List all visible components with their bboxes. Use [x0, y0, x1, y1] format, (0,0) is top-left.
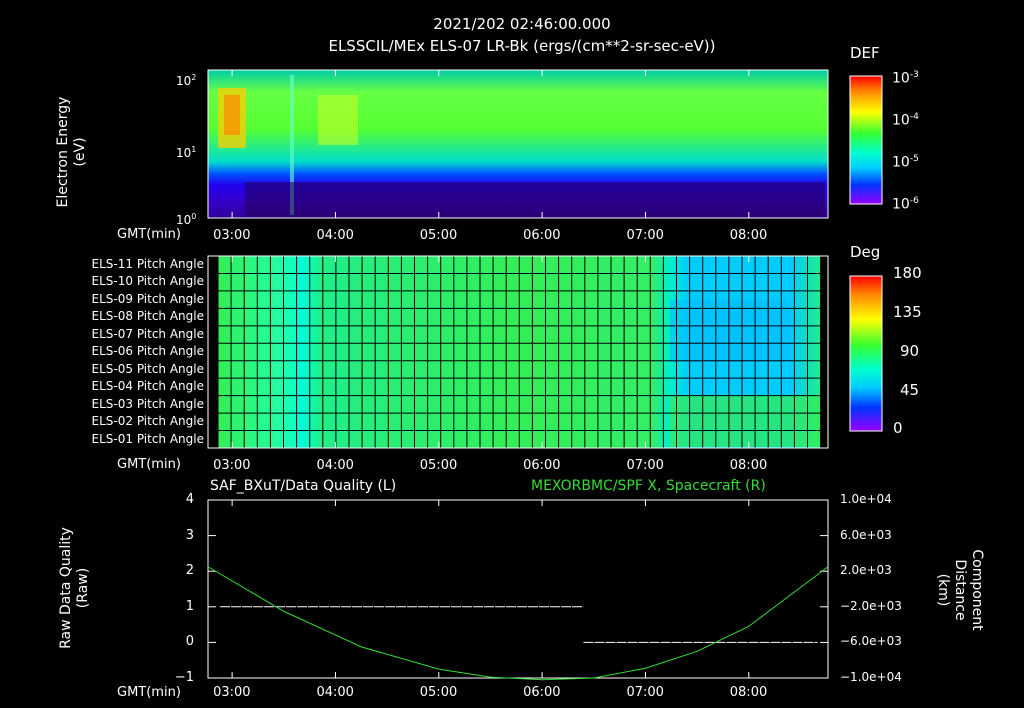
time-tick-label: 07:00: [626, 685, 664, 700]
spectrogram-yellow-patch: [318, 95, 358, 145]
deg-colorbar: [849, 275, 883, 432]
deg-tick-180: 180: [893, 264, 922, 282]
def-tick-3: 10-6: [892, 196, 919, 213]
spectrogram-cyan-streak: [290, 75, 294, 215]
def-tick-2: 10-5: [892, 154, 919, 171]
spec-ytick-2: 102: [176, 73, 197, 88]
time-tick-label: 07:00: [626, 458, 664, 473]
spectrogram-hot-core: [224, 95, 240, 135]
distance-ytick-label: 1.0e+04: [840, 492, 892, 506]
pitch-row-label: ELS-06 Pitch Angle: [91, 344, 204, 359]
deg-colorbar-title: Deg: [850, 243, 881, 261]
spectrogram-ylabel: Electron Energy (eV): [55, 87, 95, 217]
line-panel: [207, 499, 829, 681]
pitch-row-label: ELS-05 Pitch Angle: [91, 361, 204, 376]
deg-tick-135: 135: [893, 303, 922, 321]
pitch-row-label: ELS-01 Pitch Angle: [91, 431, 204, 446]
spectrogram-panel: [207, 69, 829, 219]
quality-ytick-label: −1: [174, 670, 194, 685]
pitch-row-label: ELS-04 Pitch Angle: [91, 379, 204, 394]
quality-ylabel-line1: Raw Data Quality: [58, 527, 74, 649]
time-tick-label: 03:00: [213, 458, 251, 473]
time-tick-label: 06:00: [523, 458, 561, 473]
pitch-row-label: ELS-03 Pitch Angle: [91, 396, 204, 411]
distance-ytick-label: −2.0e+03: [840, 598, 902, 613]
line-ticks: [208, 499, 828, 679]
pitch-blue-region: [670, 300, 790, 362]
pitch-row-label: ELS-02 Pitch Angle: [91, 414, 204, 429]
quality-ytick-label: 4: [185, 492, 194, 507]
quality-ytick-label: 2: [185, 563, 194, 579]
time-tick-label: 06:00: [523, 228, 561, 243]
time-tick-label: 03:00: [213, 685, 251, 700]
spectrogram-ylabel-line2: (eV): [72, 137, 88, 167]
spacecraft-x-line: [207, 566, 829, 681]
deg-tick-45: 45: [900, 381, 920, 399]
header-product: ELSSCIL/MEx ELS-07 LR-Bk (ergs/(cm**2-sr…: [328, 37, 716, 55]
pitch-frame: [207, 255, 829, 449]
spec-ytick-1: 101: [176, 145, 197, 160]
distance-ytick-label: 6.0e+03: [840, 527, 892, 542]
time-axis-label-1: GMT(min): [117, 227, 181, 242]
pitch-row-label: ELS-11 Pitch Angle: [91, 257, 204, 271]
pitch-grid: [217, 256, 822, 448]
line-right-title: MEXORBMC/SPF X, Spacecraft (R): [531, 478, 766, 494]
distance-ytick-label: −6.0e+03: [840, 634, 902, 649]
pitch-green-lower-region: [670, 395, 820, 447]
time-tick-label: 07:00: [626, 228, 664, 243]
line-left-title: SAF_BXuT/Data Quality (L): [210, 478, 397, 494]
spectrogram-ticks: [231, 70, 750, 218]
spec-ytick-0: 100: [176, 212, 197, 227]
distance-ytick-label: −1.0e+04: [840, 670, 902, 684]
header-datetime: 2021/202 02:46:00.000: [433, 15, 611, 33]
def-colorbar-title: DEF: [850, 44, 880, 62]
quality-ytick-label: 0: [185, 634, 194, 650]
time-tick-label: 05:00: [419, 458, 458, 473]
def-tick-0: 10-3: [892, 70, 919, 87]
quality-ylabel: Raw Data Quality (Raw): [58, 523, 98, 653]
pitch-row-label: ELS-08 Pitch Angle: [91, 309, 204, 324]
quality-ytick-label: 1: [185, 598, 194, 614]
time-axis-label-3: GMT(min): [117, 685, 181, 700]
time-tick-label: 08:00: [729, 228, 768, 243]
distance-ylabel: Component Distance (km): [935, 520, 985, 660]
quality-ytick-label: 3: [185, 527, 194, 543]
distance-ytick-label: 2.0e+03: [840, 563, 892, 578]
def-colorbar: [849, 75, 883, 205]
spectrogram-frame: [207, 69, 829, 219]
spectrogram-ylabel-line1: Electron Energy: [55, 96, 71, 208]
time-axis-label-2: GMT(min): [117, 457, 181, 472]
time-tick-label: 04:00: [316, 228, 354, 243]
pitch-row-label: ELS-10 Pitch Angle: [91, 274, 204, 289]
distance-ylabel-line2: (km): [935, 573, 951, 607]
quality-ylabel-line2: (Raw): [75, 567, 91, 609]
time-tick-label: 03:00: [213, 228, 251, 243]
def-tick-1: 10-4: [892, 112, 919, 129]
time-tick-label: 08:00: [729, 458, 768, 473]
deg-tick-90: 90: [900, 342, 920, 360]
time-tick-label: 04:00: [316, 458, 354, 473]
line-frame: [207, 499, 829, 679]
time-tick-label: 04:00: [316, 685, 354, 700]
deg-tick-0: 0: [893, 419, 903, 437]
spectrogram-dark-lower: [245, 182, 825, 217]
pitch-row-label: ELS-07 Pitch Angle: [91, 326, 204, 341]
pitch-ticks: [231, 256, 750, 448]
pitch-row-label: ELS-09 Pitch Angle: [91, 291, 204, 306]
distance-ylabel-line1: Component Distance: [952, 549, 985, 631]
time-tick-label: 08:00: [729, 685, 768, 700]
pitch-panel: [207, 255, 829, 449]
time-tick-label: 05:00: [419, 685, 458, 700]
time-tick-label: 06:00: [523, 685, 561, 700]
line-series: [207, 566, 829, 681]
time-tick-label: 05:00: [419, 228, 458, 243]
